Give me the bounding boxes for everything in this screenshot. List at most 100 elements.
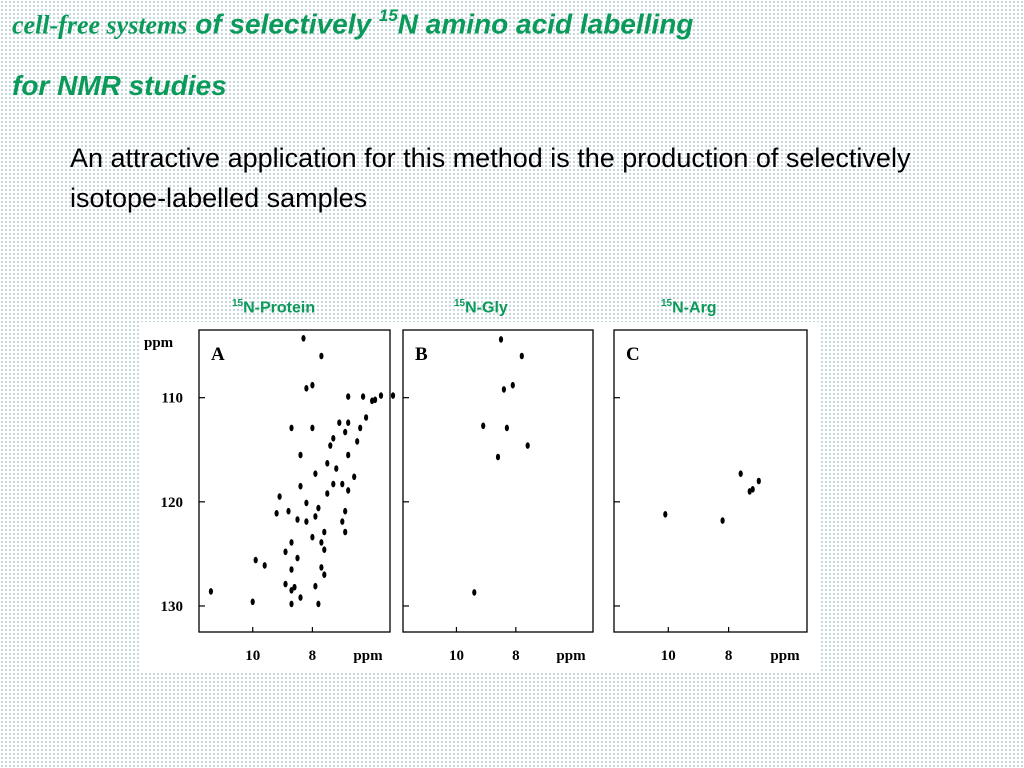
panel-a-peak	[361, 393, 366, 400]
panel-a-peak	[304, 518, 309, 525]
panel-a-letter: A	[211, 344, 225, 365]
panel-a-peak	[373, 396, 378, 404]
panel-b-peak	[525, 442, 530, 449]
panel-c-label-superscript: 15	[661, 298, 673, 309]
panel-a-peak	[346, 393, 351, 400]
panel-a-peak	[313, 582, 318, 590]
panel-a-peak	[390, 392, 396, 399]
panel-a-peak	[298, 482, 303, 490]
panel-b-peak	[504, 424, 509, 432]
panel-a-peak	[253, 556, 258, 564]
panel-a-peak	[325, 490, 330, 497]
panel-a-peak	[295, 516, 300, 523]
panel-b-label-superscript: 15	[454, 298, 466, 309]
panel-c-peak	[663, 511, 668, 518]
panel-a-label-superscript: 15	[232, 298, 244, 309]
panel-a-y-tick-label: 110	[161, 391, 183, 407]
panel-c-peak	[750, 486, 755, 493]
panel-a-peak	[331, 435, 336, 442]
panel-a-y-axis-label: ppm	[144, 335, 174, 351]
panel-a-peak	[334, 465, 339, 472]
panel-a-peak	[316, 504, 321, 512]
panel-a-peak	[301, 335, 306, 342]
panel-a-peak	[346, 419, 351, 426]
panel-a-peak	[310, 381, 315, 389]
panel-a-peak	[343, 428, 348, 436]
panel-a-peak	[343, 507, 348, 515]
panel-a-peak	[325, 460, 330, 467]
figure-background	[140, 322, 820, 672]
panel-a-peak	[292, 583, 297, 591]
panel-b-peak	[519, 352, 524, 360]
title-phrase-tail: N amino acid labelling	[397, 8, 694, 40]
panel-a-peak	[274, 510, 279, 517]
panel-a-peak	[277, 493, 282, 500]
panel-a-peak	[313, 513, 318, 520]
panel-b-top-label: 15N-Gly	[454, 298, 508, 317]
panel-a-peak	[378, 392, 384, 399]
panel-a-y-tick-label: 120	[161, 495, 184, 511]
panel-b-letter: B	[415, 344, 428, 365]
panel-a-x-tick-label: 8	[309, 648, 317, 664]
title-serif-phrase: cell-free systems	[12, 10, 188, 40]
panel-a-peak	[331, 480, 336, 488]
panel-a-peak	[316, 600, 321, 608]
panel-a-peak	[313, 470, 318, 477]
panel-b-peak	[510, 381, 515, 389]
panel-a-peak	[343, 528, 348, 536]
panel-a-y-tick-label: 130	[161, 599, 184, 615]
panel-a-peak	[319, 539, 324, 546]
panel-b-label-text: N-Gly	[465, 299, 508, 317]
panel-a-peak	[283, 580, 288, 588]
nmr-spectra-figure: A 10 8 ppm 110 120 130 ppm B 10 8 ppm C 10 8 ppm	[140, 322, 820, 672]
panel-a-peak	[298, 594, 303, 601]
panel-b-peak	[472, 589, 477, 596]
panel-b-peak	[498, 336, 504, 343]
panel-b-frame	[402, 329, 594, 633]
panel-a-peak	[289, 424, 294, 432]
panel-a-peak	[358, 424, 363, 432]
panel-a-peak	[283, 548, 288, 556]
panel-a-peak	[328, 442, 333, 449]
panel-a-peak	[340, 518, 345, 525]
panel-a-peak	[322, 546, 327, 553]
panel-b-peak	[495, 453, 501, 461]
panel-a-peak	[289, 539, 294, 546]
panel-a-peak	[295, 554, 300, 562]
panel-c-label-text: N-Arg	[672, 299, 717, 317]
panel-a-peak	[346, 451, 351, 459]
panel-a-peak	[250, 598, 255, 606]
panel-c-peak	[738, 470, 743, 477]
panel-a-peak	[286, 507, 291, 515]
panel-c-peak	[756, 477, 761, 485]
panel-a-peak	[289, 587, 294, 594]
panel-a-peak	[310, 533, 315, 541]
panel-a-peak	[340, 480, 345, 488]
panel-b-x-tick-label: 8	[512, 648, 520, 664]
title-phrase: of selectively	[187, 8, 379, 40]
panel-a-top-label: 15N-Protein	[232, 298, 315, 317]
panel-a-peak	[304, 499, 309, 507]
slide-title-line-2: for NMR studies	[12, 70, 227, 101]
panel-a-frame	[198, 329, 391, 633]
panel-a-peak	[319, 564, 324, 571]
panel-a-peak	[289, 566, 294, 573]
panel-a-peak	[322, 571, 327, 578]
panel-a-x-axis-label: ppm	[353, 648, 383, 664]
panel-a-peak	[346, 487, 351, 494]
panel-b-x-tick-label: 10	[449, 648, 464, 664]
panel-a-peak	[319, 352, 324, 360]
panel-a-peak	[298, 451, 303, 459]
panel-c-x-tick-label: 8	[725, 648, 733, 664]
panel-a-peak	[262, 562, 267, 569]
slide-title-line-1: cell-free systems of selectively 15N ami…	[12, 6, 694, 40]
panel-c-frame	[613, 329, 808, 633]
panel-a-peak	[322, 528, 327, 536]
panel-a-peak	[352, 473, 357, 481]
panel-c-x-tick-label: 10	[661, 648, 676, 664]
panel-a-label-text: N-Protein	[243, 299, 316, 317]
panel-c-peak	[720, 517, 725, 524]
title-isotope-superscript: 15	[378, 6, 398, 25]
panel-a-peak	[355, 438, 360, 445]
panel-a-peak	[364, 414, 369, 421]
